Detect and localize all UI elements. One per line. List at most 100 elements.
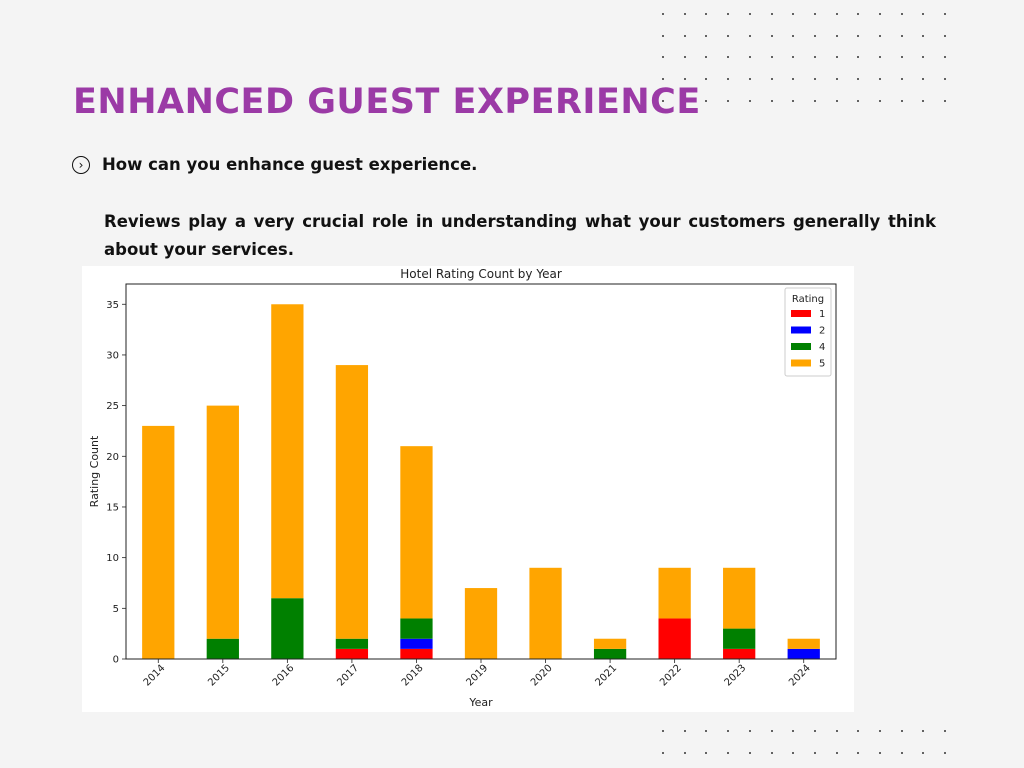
decor-dot <box>683 13 686 15</box>
decor-dot <box>922 751 925 754</box>
decor-dot <box>792 751 795 754</box>
decor-dot <box>792 56 795 59</box>
legend-label: 2 <box>819 326 825 337</box>
slide-title: ENHANCED GUEST EXPERIENCE <box>73 82 701 122</box>
decor-dot <box>879 78 881 81</box>
decor-dot <box>683 56 686 59</box>
decor-dot <box>813 730 816 732</box>
y-tick-label: 30 <box>106 350 119 361</box>
decor-dot <box>900 78 903 81</box>
decor-dot <box>662 13 664 15</box>
decor-dot <box>944 730 947 732</box>
decor-dot <box>792 13 795 15</box>
bullet-text: How can you enhance guest experience. <box>102 155 478 174</box>
decor-dot <box>662 34 664 37</box>
decor-dot <box>879 13 881 15</box>
bar-segment <box>723 628 756 649</box>
decor-dot <box>835 99 838 102</box>
decor-dot <box>857 78 860 81</box>
decor-dot <box>770 13 773 15</box>
bar-segment <box>400 648 433 659</box>
x-tick-label: 2021 <box>594 663 620 689</box>
decor-dot <box>792 730 795 732</box>
x-tick-label: 2016 <box>271 663 297 689</box>
decor-dot <box>770 730 773 732</box>
decor-dot <box>835 730 838 732</box>
decor-dot <box>705 34 708 37</box>
y-axis-label: Rating Count <box>88 435 101 507</box>
decor-dot <box>727 34 730 37</box>
decor-dot <box>683 99 686 102</box>
decor-dot <box>922 78 925 81</box>
decor-dot <box>813 751 816 754</box>
decor-dot <box>727 99 730 102</box>
bar-segment <box>271 304 304 599</box>
decor-dot <box>879 56 881 59</box>
bar-segment <box>593 648 627 659</box>
decor-dot <box>900 13 903 15</box>
body-paragraph: Reviews play a very crucial role in unde… <box>104 212 936 259</box>
decor-dot <box>857 34 860 37</box>
decor-dot <box>922 56 925 59</box>
decor-dot <box>792 78 795 81</box>
decor-dot <box>705 56 708 59</box>
decor-dot <box>813 56 816 59</box>
bar-segment <box>206 405 239 639</box>
decor-dot <box>727 78 730 81</box>
decor-dot <box>705 99 708 102</box>
decor-dot <box>922 13 925 15</box>
bar-segment <box>400 618 433 639</box>
legend-label: 5 <box>819 359 825 370</box>
y-tick-label: 20 <box>106 452 119 463</box>
decor-dot <box>705 13 708 15</box>
decor-dot <box>662 56 664 59</box>
decor-dot <box>770 34 773 37</box>
bar-segment <box>142 425 175 659</box>
bar-segment <box>593 638 627 649</box>
decor-dot <box>727 56 730 59</box>
decor-dot <box>662 730 664 732</box>
bar-segment <box>658 567 691 619</box>
decor-dot <box>944 34 947 37</box>
decor-dot <box>683 730 686 732</box>
chart-title: Hotel Rating Count by Year <box>400 267 562 281</box>
decor-dot <box>922 99 925 102</box>
decor-dot <box>944 56 947 59</box>
decor-dot <box>727 13 730 15</box>
bullet-row: › How can you enhance guest experience. <box>72 155 477 174</box>
decor-dot <box>944 751 947 754</box>
x-tick-label: 2017 <box>335 663 361 689</box>
x-tick-label: 2023 <box>723 663 749 689</box>
x-tick-label: 2014 <box>142 663 168 689</box>
x-tick-label: 2018 <box>400 663 426 689</box>
legend-swatch <box>791 343 811 350</box>
decor-dot <box>900 56 903 59</box>
bar-segment <box>335 638 369 649</box>
y-tick-label: 10 <box>106 553 119 564</box>
decor-dot <box>835 56 838 59</box>
decor-dot <box>922 34 925 37</box>
legend-swatch <box>791 359 811 367</box>
bar-segment <box>658 618 691 659</box>
decor-dot <box>662 99 664 102</box>
bar-segment <box>400 638 433 649</box>
decor-dot <box>748 99 751 102</box>
x-tick-label: 2020 <box>529 663 555 689</box>
bar-segment <box>271 598 304 659</box>
decor-dot <box>770 751 773 754</box>
decor-dot <box>727 730 730 732</box>
decor-dot <box>683 78 686 81</box>
decor-dot <box>792 34 795 37</box>
x-tick-label: 2024 <box>787 663 813 689</box>
decor-dot <box>900 730 903 732</box>
decor-dot <box>857 13 860 15</box>
decor-dot <box>835 34 838 37</box>
decor-dot <box>683 751 686 754</box>
bar-segment <box>723 648 756 659</box>
legend-title: Rating <box>792 294 824 305</box>
decor-dot <box>813 13 816 15</box>
bar-segment <box>335 648 369 659</box>
decor-dot <box>879 730 881 732</box>
decor-dot <box>748 34 751 37</box>
decor-dot <box>813 34 816 37</box>
